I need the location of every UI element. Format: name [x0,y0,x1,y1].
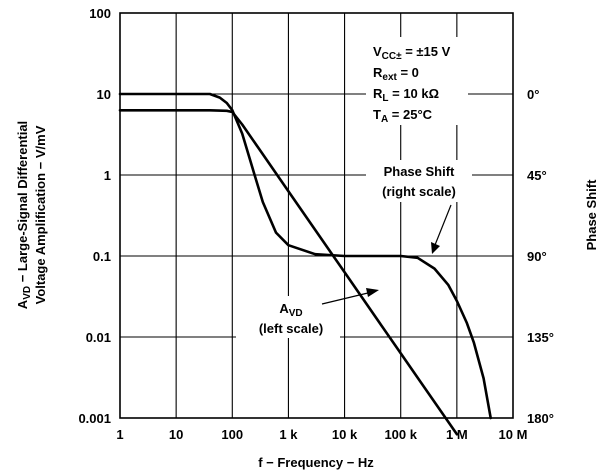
y-right-tick-label-1: 45° [527,168,547,183]
phase-label-line1: Phase Shift [384,164,455,179]
conditions-box [366,37,468,125]
condition-ta: TA = 25°C [373,107,433,125]
y-left-tick-label-2: 1 [104,168,111,183]
plot-frame [119,12,514,419]
x-tick-label-1: 10 [169,427,183,442]
avd-label-line1: AVD [279,301,302,319]
y-right-tick-label-3: 135° [527,330,554,345]
x-tick-label-5: 100 k [384,427,417,442]
y-left-axis-label-line1: AVD − Large-Signal Differential [15,121,33,309]
avd-pointer-arrow [366,288,379,297]
axis-labels: f − Frequency − Hz AVD − Large-Signal Di… [15,121,599,470]
series-group [118,92,493,436]
y-right-tick-label-0: 0° [527,87,539,102]
condition-rext: Rext = 0 [373,65,419,83]
y-left-axis-label-line2: Voltage Amplification − V/mV [33,125,48,304]
avd-pointer-line [321,291,373,305]
phase-pointer-line [432,204,452,251]
y-right-axis-label: Phase Shift [584,179,599,250]
phase-pointer-arrow [431,242,440,254]
y-right-tick-label-4: 180° [527,411,554,426]
avd-label-box [236,296,340,338]
y-left-tick-label-5: 0.001 [78,411,111,426]
x-tick-label-6: 1 M [446,427,468,442]
y-left-tick-label-1: 10 [97,87,111,102]
x-tick-label-7: 10 M [499,427,528,442]
y-left-tick-label-4: 0.01 [86,330,111,345]
phase-label-line2: (right scale) [382,184,456,199]
tick-labels: 1 10 100 1 k 10 k 100 k 1 M 10 M 100 10 1 0.1 0.01 0.… [78,6,553,442]
series-line-0 [118,109,459,436]
series-line-1 [118,92,493,420]
condition-vcc: VCC± = ±15 V [373,44,451,62]
x-axis-label: f − Frequency − Hz [258,455,374,470]
condition-rl: RL = 10 kΩ [373,86,439,104]
y-left-tick-label-3: 0.1 [93,249,111,264]
y-right-tick-label-2: 90° [527,249,547,264]
avd-label-line2: (left scale) [259,321,323,336]
x-tick-label-3: 1 k [279,427,298,442]
x-tick-label-4: 10 k [332,427,358,442]
y-left-tick-label-0: 100 [89,6,111,21]
x-tick-label-2: 100 [221,427,243,442]
x-tick-label-0: 1 [116,427,123,442]
phase-label-box [366,160,472,202]
annotations: VCC± = ±15 V Rext = 0 RL = 10 kΩ TA = 25… [236,37,472,338]
